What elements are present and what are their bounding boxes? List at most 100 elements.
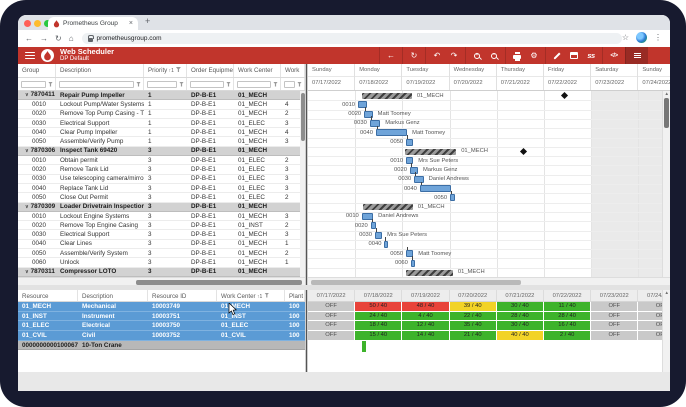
new-tab-button[interactable]: + — [145, 16, 151, 26]
capacity-cell[interactable]: 21 / 40 — [449, 331, 497, 341]
capacity-cell[interactable]: OFF — [638, 331, 670, 341]
work-order-group-row[interactable]: ∨ 7870309 Loader Drivetrain Inspection 3 DP-… — [18, 202, 305, 212]
gantt-task-bar[interactable] — [409, 166, 418, 174]
gantt-task-bar[interactable] — [406, 138, 414, 146]
capacity-cell[interactable]: 30 / 40 — [496, 321, 544, 332]
toolbar-list-icon[interactable] — [633, 51, 641, 61]
filter-funnel-icon[interactable] — [175, 67, 181, 72]
filter-input[interactable] — [21, 80, 46, 88]
operation-row[interactable]: 0050 Assemble/Verify Pump 1 DP-B-E1 01_MECH 3 — [18, 137, 305, 147]
gantt-task-bar[interactable] — [369, 120, 381, 127]
gantt-hscrollbar[interactable] — [308, 277, 670, 285]
toolbar-zoom-in-icon[interactable]: + — [474, 52, 480, 59]
gantt-summary-bar[interactable] — [404, 148, 457, 155]
operation-row[interactable]: 0020 Remove Top Pump Casing - TPS-101-001… — [18, 109, 305, 119]
capacity-cell[interactable]: OFF — [308, 331, 356, 341]
capacity-vscrollbar[interactable]: ▲ — [662, 290, 670, 372]
gantt-task-bar[interactable] — [414, 175, 424, 183]
filter-input[interactable] — [147, 80, 177, 88]
work-order-group-row[interactable]: ∨ 7870306 Inspect Tank 69420 3 DP-B-E1 01_MEC… — [18, 146, 305, 157]
chevron-down-icon[interactable]: ∨ — [25, 92, 29, 99]
capacity-cell[interactable]: OFF — [591, 331, 639, 341]
capacity-cell[interactable]: 12 / 40 — [402, 321, 450, 332]
column-header-work-center[interactable]: Work Center — [234, 64, 281, 77]
capacity-cell[interactable]: 30 / 40 — [496, 302, 544, 312]
resource-row[interactable]: 01_INST Instrument 10003751 01_INST 100 — [18, 311, 305, 322]
chevron-down-icon[interactable]: ∨ — [25, 268, 29, 275]
capacity-cell[interactable]: 48 / 40 — [402, 302, 450, 312]
capacity-cell[interactable]: 24 / 40 — [355, 311, 403, 322]
gantt-milestone-diamond[interactable] — [519, 147, 527, 156]
filter-input[interactable] — [284, 80, 295, 88]
capacity-cell[interactable]: OFF — [591, 302, 639, 312]
filter-input[interactable] — [237, 80, 271, 88]
operation-row[interactable]: 0030 Electrical Support 1 DP-B-E1 01_ELEC 3 — [18, 118, 305, 129]
gantt-task-bar[interactable] — [364, 110, 373, 118]
capacity-cell[interactable]: OFF — [638, 311, 670, 322]
work-order-vscrollbar[interactable] — [300, 91, 305, 277]
capacity-cell[interactable]: OFF — [308, 321, 356, 332]
filter-funnel-icon[interactable] — [273, 81, 278, 87]
column-header-priority[interactable]: Priority ↑1 — [144, 64, 187, 77]
gantt-vscrollbar[interactable]: ▲ — [662, 91, 670, 277]
gantt-task-bar[interactable] — [375, 129, 408, 137]
gantt-task-bar[interactable] — [450, 194, 455, 202]
toolbar-code-icon[interactable]: </> — [610, 52, 618, 59]
toolbar-calendar-icon[interactable] — [570, 51, 578, 61]
filter-input[interactable] — [190, 80, 224, 88]
traffic-light-close[interactable] — [24, 19, 31, 27]
capacity-cell[interactable]: 18 / 40 — [355, 321, 403, 332]
capacity-cell[interactable]: 39 / 40 — [449, 302, 497, 312]
gantt-task-bar[interactable] — [370, 222, 376, 230]
capacity-cell[interactable]: 4 / 40 — [402, 311, 450, 322]
toolbar-scenarios-icon[interactable]: ss — [587, 50, 595, 60]
vertical-splitter[interactable] — [305, 64, 308, 372]
filter-funnel-icon[interactable] — [136, 81, 141, 87]
column-header-plant[interactable]: Plant — [285, 290, 305, 301]
capacity-cell[interactable]: 15 / 40 — [355, 331, 403, 341]
home-icon[interactable]: ⌂ — [68, 34, 74, 43]
capacity-cell[interactable]: 2 / 40 — [544, 331, 592, 341]
operation-row[interactable]: 0030 Electrical Support 3 DP-B-E1 01_MECH 3 — [18, 230, 305, 240]
operation-row[interactable]: 0020 Remove Tank Lid 3 DP-B-E1 01_ELEC 3 — [18, 165, 305, 175]
gantt-task-bar[interactable] — [375, 231, 383, 239]
gantt-task-bar[interactable] — [419, 185, 451, 193]
toolbar-back-icon[interactable]: ← — [387, 50, 395, 60]
operation-row[interactable]: 0010 Obtain permit 3 DP-B-E1 01_ELEC 2 — [18, 156, 305, 166]
gantt-summary-bar[interactable] — [362, 92, 412, 99]
work-order-group-row[interactable]: ∨ 7870411 Repair Pump Impeller 1 DP-B-E1 01_M… — [18, 91, 305, 101]
capacity-cell[interactable]: OFF — [638, 302, 670, 312]
capacity-cell[interactable]: 40 / 40 — [496, 331, 544, 341]
capacity-cell[interactable]: OFF — [638, 321, 670, 332]
profile-avatar[interactable] — [636, 32, 647, 43]
capacity-cell[interactable]: 35 / 40 — [449, 321, 497, 332]
capacity-cell[interactable]: 11 / 40 — [544, 302, 592, 312]
column-header-resource[interactable]: Resource — [18, 290, 78, 301]
hamburger-menu-icon[interactable] — [25, 51, 35, 60]
back-icon[interactable]: ← — [25, 34, 33, 43]
gantt-task-bar[interactable] — [410, 259, 416, 267]
operation-row[interactable]: 0050 Close Out Permit 3 DP-B-E1 01_ELEC 2 — [18, 193, 305, 203]
resource-row[interactable]: 01_CVIL Civil 10003752 01_CVIL 100 — [18, 331, 305, 341]
filter-funnel-icon[interactable] — [179, 81, 184, 87]
resource-row[interactable]: 000000000010006727 10-Ton Crane — [18, 340, 305, 351]
column-header-group[interactable]: Group — [18, 64, 56, 77]
capacity-cell[interactable]: 28 / 40 — [544, 311, 592, 322]
column-header-resource-id[interactable]: Resource ID — [148, 290, 217, 301]
menu-dots-icon[interactable]: ⋮ — [654, 33, 662, 42]
capacity-cell[interactable]: 50 / 40 — [355, 302, 403, 312]
column-header-description[interactable]: Description — [78, 290, 148, 301]
operation-row[interactable]: 0030 Use telescoping camera/mirror to ins… — [18, 174, 305, 184]
toolbar-refresh-icon[interactable]: ↻ — [410, 50, 418, 60]
gantt-summary-bar[interactable] — [406, 269, 453, 276]
reload-icon[interactable]: ↻ — [55, 34, 62, 43]
chevron-down-icon[interactable]: ∨ — [25, 147, 29, 154]
resource-row[interactable]: 01_MECH Mechanical 10003749 01_MECH 100 — [18, 302, 305, 312]
capacity-cell[interactable]: OFF — [308, 311, 356, 322]
operation-row[interactable]: 0050 Assemble/Verify System 3 DP-B-E1 01_MEC… — [18, 249, 305, 259]
address-bar[interactable]: prometheusgroup.com — [81, 33, 622, 44]
capacity-cell[interactable]: OFF — [308, 302, 356, 312]
filter-funnel-icon[interactable] — [264, 292, 270, 298]
operation-row[interactable]: 0040 Replace Tank Lid 3 DP-B-E1 01_ELEC 3 — [18, 183, 305, 194]
operation-row[interactable]: 0060 Unlock 3 DP-B-E1 01_MECH 1 — [18, 258, 305, 268]
